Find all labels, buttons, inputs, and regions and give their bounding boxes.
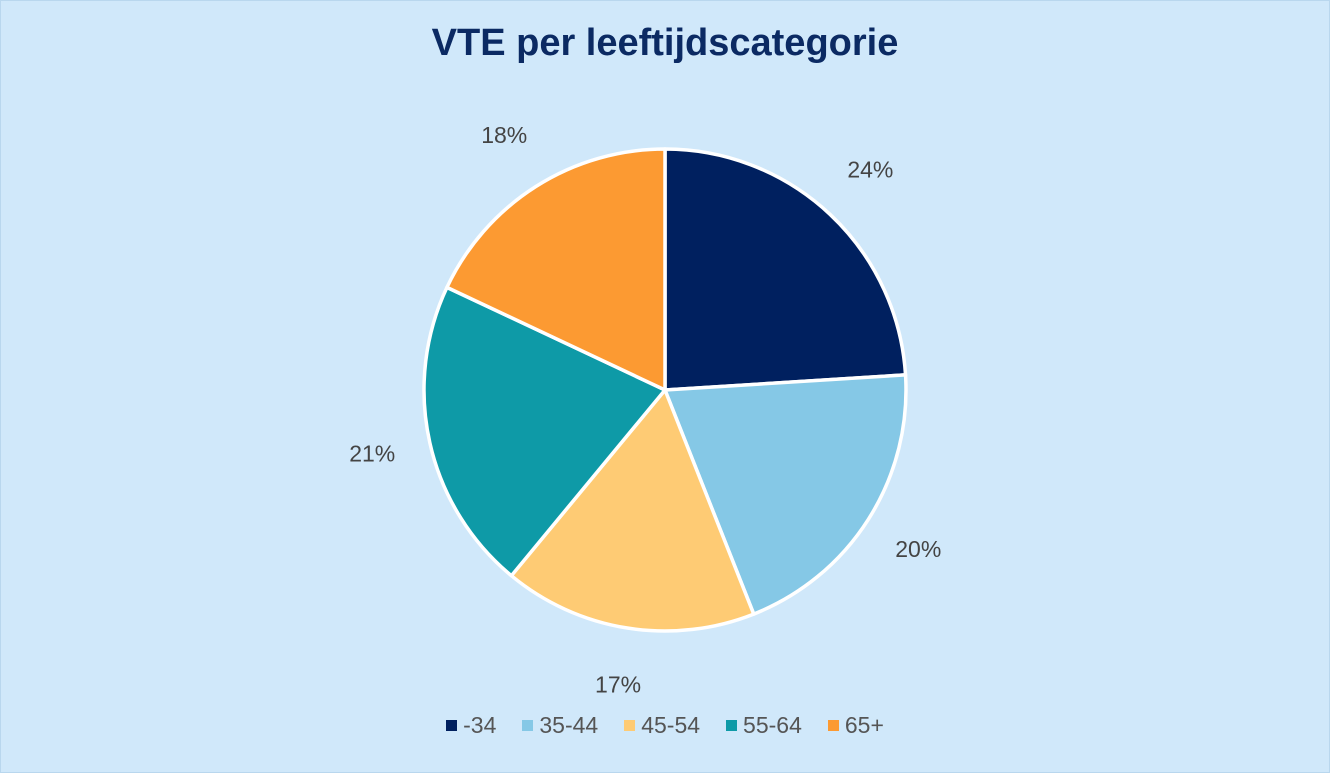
chart-title: VTE per leeftijdscategorie xyxy=(431,22,899,64)
pie-slice--34 xyxy=(663,147,908,392)
legend-item-35-44: 35-44 xyxy=(522,712,598,739)
legend-label-45-54: 45-54 xyxy=(641,712,701,738)
data-label-55-64: 21% xyxy=(349,441,395,467)
legend-item--34: -34 xyxy=(446,712,496,739)
legend-label--34: -34 xyxy=(463,712,497,738)
data-label-45-54: 17% xyxy=(595,671,641,697)
data-label-35-44: 20% xyxy=(895,536,941,562)
pie-slice-55-64 xyxy=(422,285,667,578)
data-label--34: 24% xyxy=(847,156,893,182)
legend-label-55-64: 55-64 xyxy=(743,712,802,738)
data-label-65+: 18% xyxy=(481,122,527,148)
legend-swatch-35-44 xyxy=(522,720,534,731)
legend-label-65+: 65+ xyxy=(844,712,884,738)
pie-slice-45-54 xyxy=(509,388,756,633)
legend-item-55-64: 55-64 xyxy=(726,712,802,739)
legend-swatch-55-64 xyxy=(726,720,738,731)
legend-swatch--34 xyxy=(446,720,458,731)
legend-swatch-65+ xyxy=(827,720,839,731)
pie-slice-35-44 xyxy=(663,373,908,616)
legend-item-45-54: 45-54 xyxy=(624,712,700,739)
legend-swatch-45-54 xyxy=(624,720,636,731)
pie-slice-65+ xyxy=(445,147,667,392)
chart-legend: -34 35-44 45-54 55-64 65+ xyxy=(0,712,1330,739)
legend-label-35-44: 35-44 xyxy=(539,712,599,738)
legend-item-65+: 65+ xyxy=(827,712,884,739)
